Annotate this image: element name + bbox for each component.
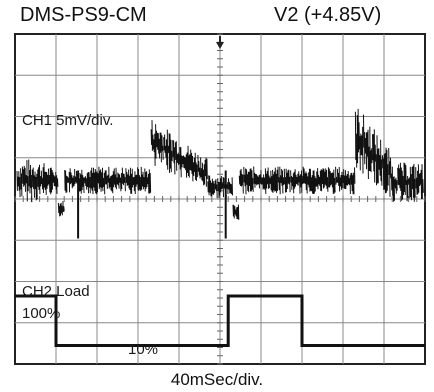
ch2-load-label: CH2 Load: [22, 283, 90, 300]
ch1-ripple-waveform: [16, 108, 424, 220]
oscilloscope-grid: [14, 33, 426, 365]
trigger-marker-shape: [216, 42, 224, 49]
chart-title-channel: V2 (+4.85V): [274, 4, 382, 26]
ch2-high-level-label: 100%: [22, 305, 60, 322]
chart-title-model: DMS-PS9-CM: [20, 4, 147, 26]
trigger-marker-icon: [216, 36, 224, 49]
ch2-trace: [15, 294, 425, 347]
ch1-trace: [16, 108, 424, 239]
ch1-scale-label: CH1 5mV/div.: [22, 112, 113, 129]
ch2-low-level-label: 10%: [128, 341, 158, 358]
x-scale-label: 40mSec/div.: [170, 370, 264, 389]
ch2-square-wave: [15, 294, 425, 347]
